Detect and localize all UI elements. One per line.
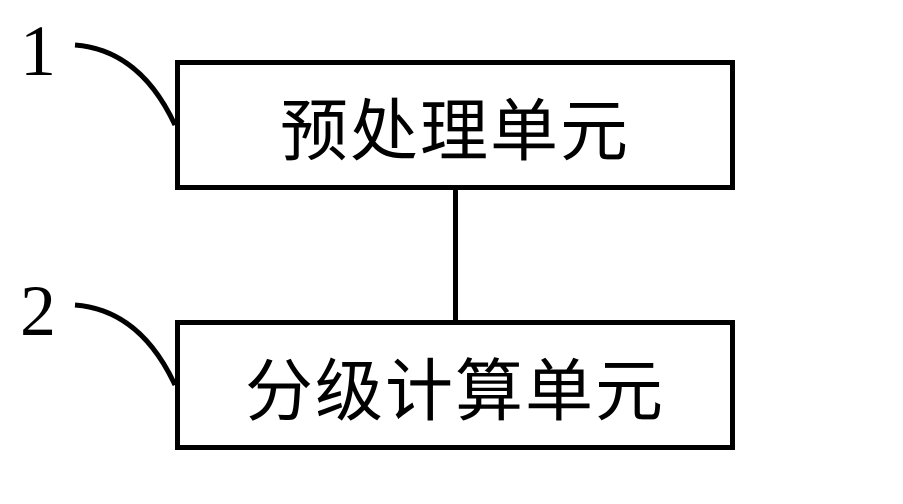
diagram-canvas: 预处理单元 1 分级计算单元 2 (0, 0, 903, 504)
lead-line-2 (0, 0, 903, 504)
